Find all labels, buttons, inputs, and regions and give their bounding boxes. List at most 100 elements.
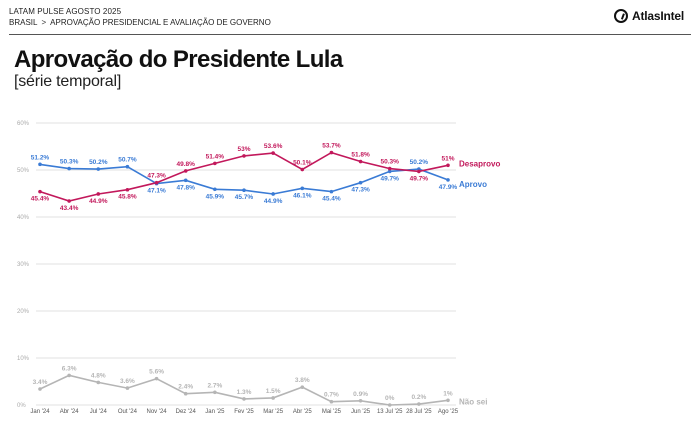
data-point-aprovo bbox=[242, 188, 246, 193]
data-point-aprovo bbox=[96, 167, 101, 171]
data-point-desaprovo bbox=[154, 180, 159, 185]
x-tick-label: 13 Jul '25 bbox=[377, 409, 403, 415]
x-tick-label: Jul '24 bbox=[90, 409, 108, 415]
data-point-nao-sei bbox=[417, 402, 421, 406]
data-point-aprovo bbox=[67, 166, 71, 171]
data-label-aprovo: 49.7% bbox=[380, 175, 399, 182]
data-label-desaprovo: 44.9% bbox=[89, 198, 108, 205]
x-tick-label: Out '24 bbox=[118, 409, 138, 415]
data-label-desaprovo: 50.3% bbox=[380, 159, 399, 166]
data-label-desaprovo: 45.4% bbox=[31, 196, 50, 203]
x-tick-label: Jan '24 bbox=[30, 409, 50, 415]
data-point-desaprovo bbox=[213, 161, 217, 166]
data-point-desaprovo bbox=[242, 154, 246, 158]
data-label-desaprovo: 51.8% bbox=[351, 152, 370, 159]
x-tick-label: Fev '25 bbox=[234, 409, 254, 415]
y-tick-label: 50% bbox=[17, 168, 30, 174]
data-point-aprovo bbox=[387, 169, 392, 174]
data-point-desaprovo bbox=[38, 189, 42, 194]
page-subtitle: [série temporal] bbox=[14, 73, 122, 90]
data-point-aprovo bbox=[329, 189, 334, 194]
breadcrumb-section: APROVAÇÃO PRESIDENCIAL E AVALIAÇÃO DE GO… bbox=[50, 18, 271, 27]
data-label-aprovo: 50.3% bbox=[60, 159, 79, 166]
data-label-desaprovo: 45.8% bbox=[118, 194, 137, 201]
y-tick-label: 40% bbox=[17, 215, 30, 221]
data-label-aprovo: 45.4% bbox=[322, 196, 341, 203]
data-point-nao-sei bbox=[96, 380, 101, 385]
data-label-nao-sei: 5.6% bbox=[149, 369, 164, 376]
data-label-aprovo: 46.1% bbox=[293, 192, 312, 199]
report-header: LATAM PULSE AGOSTO 2025 BRASIL > APROVAÇ… bbox=[9, 7, 271, 28]
y-tick-label: 10% bbox=[17, 356, 30, 362]
data-label-nao-sei: 3.6% bbox=[120, 378, 135, 385]
x-tick-label: Jun '25 bbox=[351, 409, 371, 415]
x-tick-label: Jan '25 bbox=[205, 409, 225, 415]
data-label-nao-sei: 0.2% bbox=[411, 394, 426, 401]
legend-label-aprovo: Aprovo bbox=[459, 180, 487, 189]
data-label-desaprovo: 51% bbox=[441, 155, 454, 162]
data-label-desaprovo: 53% bbox=[237, 146, 250, 153]
x-tick-label: Abr '25 bbox=[293, 409, 312, 415]
breadcrumb: BRASIL > APROVAÇÃO PRESIDENCIAL E AVALIA… bbox=[9, 18, 271, 28]
data-label-aprovo: 47.1% bbox=[147, 188, 166, 195]
data-label-aprovo: 47.9% bbox=[439, 184, 458, 191]
data-point-desaprovo bbox=[329, 150, 334, 155]
data-point-desaprovo bbox=[67, 199, 71, 203]
data-label-nao-sei: 2.7% bbox=[207, 382, 222, 389]
data-label-aprovo: 45.7% bbox=[235, 194, 254, 201]
atlas-logo-icon bbox=[613, 9, 628, 23]
data-label-nao-sei: 0.9% bbox=[353, 391, 368, 398]
data-point-nao-sei bbox=[183, 391, 188, 396]
data-label-nao-sei: 0% bbox=[385, 395, 395, 402]
x-tick-label: Mar '25 bbox=[263, 409, 283, 415]
data-label-desaprovo: 51.4% bbox=[206, 153, 225, 160]
data-label-desaprovo: 47.3% bbox=[147, 173, 166, 180]
data-point-nao-sei bbox=[358, 398, 363, 403]
data-point-nao-sei bbox=[300, 385, 305, 389]
data-label-desaprovo: 53.6% bbox=[264, 143, 283, 150]
data-point-desaprovo bbox=[183, 169, 188, 173]
data-point-nao-sei bbox=[242, 397, 246, 401]
data-point-desaprovo bbox=[446, 163, 450, 168]
data-label-nao-sei: 3.4% bbox=[33, 379, 48, 386]
y-tick-label: 30% bbox=[17, 262, 30, 268]
breadcrumb-country: BRASIL bbox=[9, 18, 38, 27]
logo-text: AtlasIntel bbox=[631, 9, 684, 23]
atlasintel-logo: AtlasIntel bbox=[613, 9, 684, 23]
data-point-nao-sei bbox=[329, 399, 334, 404]
y-tick-label: 0% bbox=[17, 403, 26, 409]
data-label-desaprovo: 49.8% bbox=[176, 161, 195, 168]
x-tick-label: 28 Jul '25 bbox=[406, 409, 432, 415]
data-label-nao-sei: 1% bbox=[443, 390, 453, 397]
data-point-nao-sei bbox=[125, 386, 130, 390]
x-tick-label: Mai '25 bbox=[322, 409, 342, 415]
data-point-desaprovo bbox=[417, 169, 421, 174]
data-label-nao-sei: 3.8% bbox=[295, 377, 310, 384]
x-tick-label: Dez '24 bbox=[176, 409, 197, 415]
data-point-desaprovo bbox=[387, 166, 392, 171]
page-title: Aprovação do Presidente Lula bbox=[14, 46, 343, 73]
data-label-aprovo: 47.3% bbox=[351, 187, 370, 194]
data-point-aprovo bbox=[213, 187, 217, 192]
x-tick-label: Abr '24 bbox=[60, 409, 79, 415]
data-point-nao-sei bbox=[446, 398, 450, 403]
legend-label-nao-sei: Não sei bbox=[459, 397, 487, 406]
data-label-aprovo: 50.2% bbox=[89, 159, 108, 166]
data-point-nao-sei bbox=[271, 396, 275, 400]
data-label-aprovo: 51.2% bbox=[31, 154, 50, 161]
data-label-aprovo: 45.9% bbox=[206, 193, 225, 200]
data-point-nao-sei bbox=[154, 376, 159, 381]
data-label-nao-sei: 6.3% bbox=[62, 365, 77, 372]
data-label-nao-sei: 4.8% bbox=[91, 372, 106, 379]
data-label-aprovo: 50.7% bbox=[118, 157, 137, 164]
data-point-nao-sei bbox=[387, 403, 392, 407]
data-label-desaprovo: 43.4% bbox=[60, 205, 79, 212]
data-label-nao-sei: 1.5% bbox=[266, 388, 281, 395]
breadcrumb-separator: > bbox=[41, 18, 47, 27]
data-point-desaprovo bbox=[300, 167, 305, 172]
data-label-nao-sei: 1.3% bbox=[237, 389, 252, 396]
x-tick-label: Ago '25 bbox=[438, 409, 459, 415]
data-point-aprovo bbox=[358, 180, 363, 185]
x-tick-label: Nov '24 bbox=[146, 409, 167, 415]
